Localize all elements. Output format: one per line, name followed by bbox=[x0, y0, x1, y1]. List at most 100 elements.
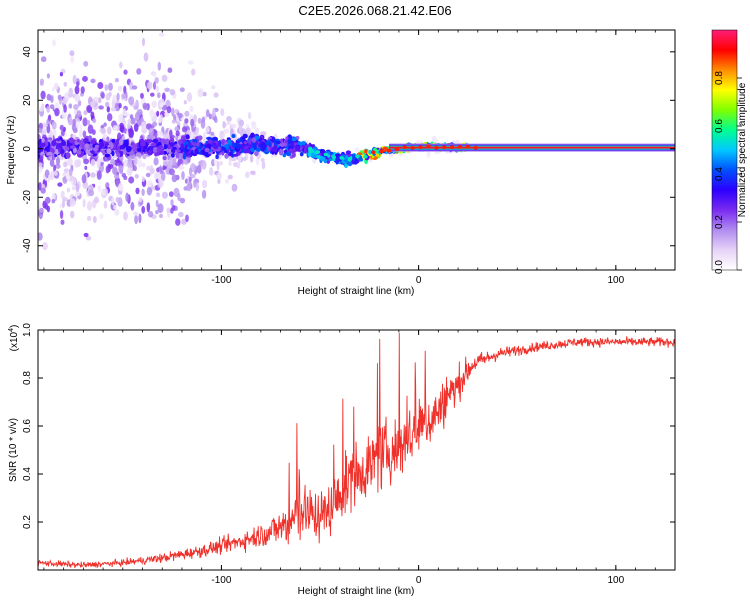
spectrogram-cell bbox=[103, 200, 108, 209]
spectrogram-cell bbox=[231, 153, 235, 158]
spectrogram-cell bbox=[179, 87, 185, 92]
spectrogram-cell bbox=[92, 118, 97, 124]
spectrogram-cell bbox=[51, 121, 57, 130]
spectrogram-cell bbox=[141, 121, 146, 131]
spectrogram-cell bbox=[88, 143, 93, 150]
spectrogram-cell bbox=[219, 161, 223, 166]
spectrogram-ridge-point bbox=[308, 146, 313, 151]
spectrogram-cell bbox=[146, 202, 151, 213]
spectrogram-cell bbox=[335, 153, 340, 157]
spectrogram-cell bbox=[106, 126, 112, 135]
spectrogram-cell bbox=[194, 148, 199, 155]
spectrogram-cell bbox=[116, 145, 121, 151]
spectrogram-cell bbox=[53, 82, 59, 90]
spectrogram-cell bbox=[142, 37, 145, 47]
snr-multiplier-exponent: 4 bbox=[8, 328, 15, 332]
spectrogram-cell bbox=[86, 215, 92, 221]
spectrogram-cell bbox=[90, 111, 95, 119]
spectrogram-cell bbox=[69, 198, 76, 207]
spectrogram-cell bbox=[74, 94, 81, 102]
spectrogram-cell bbox=[240, 143, 245, 150]
spectrogram-cell bbox=[45, 196, 51, 204]
spectrogram-cell bbox=[148, 127, 154, 137]
spectrogram-cell bbox=[76, 159, 82, 167]
spectrogram-cell bbox=[196, 164, 202, 174]
spectrogram-cell bbox=[197, 88, 204, 98]
spectrogram-cell bbox=[226, 120, 231, 126]
colorbar-tick-label: 0.4 bbox=[714, 167, 725, 181]
spectrogram-cell bbox=[90, 159, 96, 167]
spectrogram-cell bbox=[55, 148, 59, 155]
spectrogram-cell bbox=[130, 201, 135, 211]
spectrogram-cell bbox=[69, 50, 75, 57]
spectrogram-cell bbox=[90, 139, 96, 145]
spectrogram-cell bbox=[179, 197, 186, 204]
spectrogram-cell bbox=[92, 147, 98, 152]
spectrogram-cell bbox=[108, 82, 113, 91]
spectrogram-cell bbox=[231, 183, 238, 192]
spectrogram-cell bbox=[172, 158, 177, 166]
spectrogram-cell bbox=[181, 171, 185, 180]
spectrogram-cell bbox=[243, 156, 247, 162]
spectrogram-cell bbox=[133, 123, 139, 132]
spectrogram-cell bbox=[63, 104, 67, 113]
spectrogram-ridge-point bbox=[347, 158, 352, 162]
spectrogram-cell bbox=[118, 122, 125, 132]
spectrogram-cell bbox=[216, 172, 222, 180]
spectrogram-cell bbox=[150, 92, 155, 97]
spectrogram-cell bbox=[46, 147, 50, 153]
spectrogram-cell bbox=[134, 174, 139, 179]
spectrogram-cell bbox=[53, 170, 58, 176]
x-tick-label: 0 bbox=[416, 575, 422, 586]
colorbar-gradient bbox=[711, 29, 738, 271]
spectrogram-cell bbox=[80, 86, 85, 94]
spectrogram-cell bbox=[157, 92, 161, 99]
spectrogram-cell bbox=[107, 113, 113, 122]
spectrogram-cell bbox=[62, 96, 68, 105]
spectrogram-cell bbox=[178, 165, 185, 171]
spectrogram-cell bbox=[146, 165, 151, 171]
spectrogram-cell bbox=[100, 161, 104, 167]
spectrogram-cell bbox=[82, 130, 87, 138]
spectrogram-cell bbox=[100, 127, 107, 135]
spectrogram-cell bbox=[157, 203, 164, 214]
snr-line bbox=[38, 332, 675, 569]
colorbar-tick-label: 0.0 bbox=[714, 260, 725, 274]
spectrogram-cell bbox=[147, 149, 153, 156]
spectrogram-cell bbox=[51, 193, 56, 201]
spectrogram-panel: -100 0 100 -40 -20 0 20 40 Height of straight l… bbox=[6, 29, 676, 297]
spectrogram-cell bbox=[133, 165, 137, 172]
spectrogram-cell bbox=[118, 113, 124, 124]
spectrogram-cell bbox=[58, 142, 63, 149]
spectrogram-cell bbox=[275, 140, 281, 145]
spectrogram-cell bbox=[112, 125, 118, 131]
spectrogram-cell bbox=[85, 235, 92, 241]
spectrogram-cell bbox=[133, 157, 138, 166]
spectrogram-cell bbox=[40, 90, 46, 100]
spectrogram-cell bbox=[251, 121, 257, 130]
spectrogram-cell bbox=[158, 32, 165, 37]
spectrogram-cell bbox=[217, 179, 221, 184]
spectrogram-cell bbox=[67, 93, 74, 98]
spectrogram-cell bbox=[48, 114, 52, 121]
spectrogram-cell bbox=[129, 114, 134, 120]
spectrogram-cell bbox=[38, 141, 42, 146]
spectrogram-cell bbox=[168, 168, 175, 176]
spectrogram-cell bbox=[59, 72, 64, 77]
spectrogram-cell bbox=[38, 232, 43, 241]
spectrogram-cell bbox=[149, 109, 155, 118]
spectrogram-cell bbox=[72, 74, 77, 85]
spectrogram-cell bbox=[225, 178, 229, 184]
spectrogram-cell bbox=[90, 172, 96, 178]
spectrogram-cell bbox=[261, 161, 266, 170]
spectrogram-cell bbox=[195, 181, 199, 192]
spectrogram-cell bbox=[76, 151, 82, 155]
spectrogram-cell bbox=[316, 154, 321, 159]
spectrogram-ridge-point bbox=[355, 154, 360, 159]
spectrogram-cell bbox=[98, 105, 104, 110]
spectrogram-cell bbox=[78, 129, 83, 138]
spectrogram-cell bbox=[201, 160, 207, 170]
spectrogram-cell bbox=[65, 146, 70, 151]
spectrogram-cell bbox=[118, 85, 123, 92]
